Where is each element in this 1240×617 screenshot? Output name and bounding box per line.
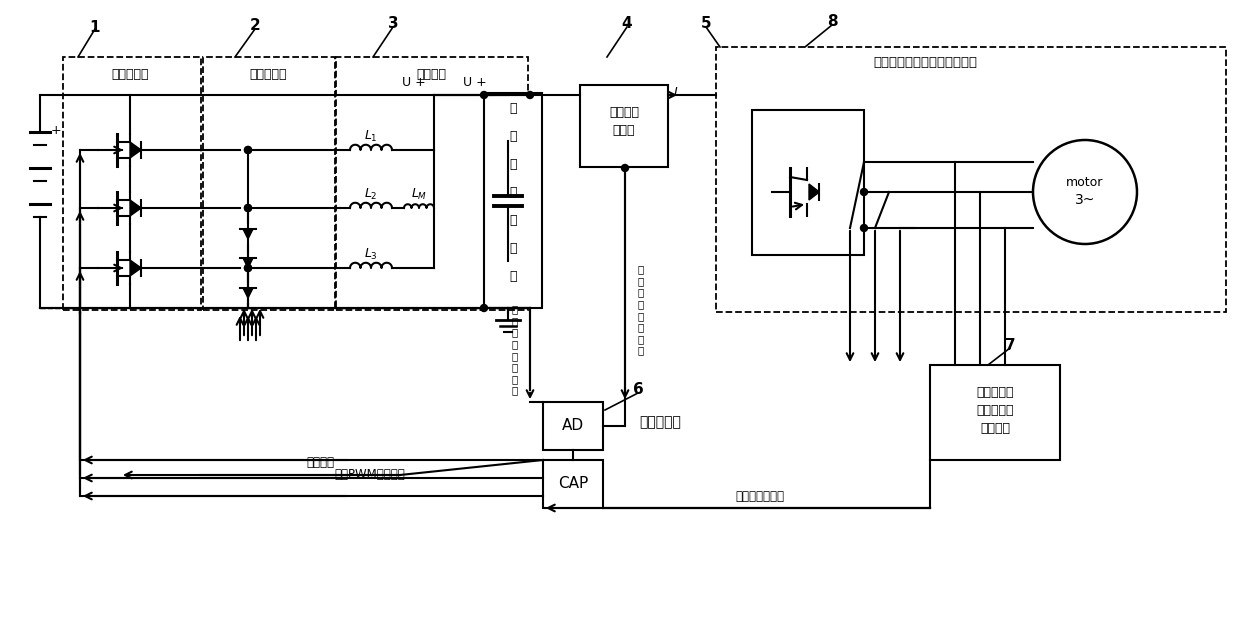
Text: 感: 感: [510, 241, 517, 254]
Circle shape: [244, 265, 252, 271]
Circle shape: [861, 225, 868, 231]
Text: 母
线
电
压
检
测
信
号: 母 线 电 压 检 测 信 号: [512, 304, 518, 395]
Polygon shape: [243, 288, 253, 298]
Polygon shape: [243, 229, 253, 239]
Text: 母
线
电
流
检
测
信
号: 母 线 电 流 检 测 信 号: [637, 265, 644, 355]
Text: 电: 电: [510, 157, 517, 170]
Text: $L_3$: $L_3$: [365, 246, 378, 262]
Bar: [203, 57, 335, 310]
Text: 过零点信号: 过零点信号: [976, 404, 1014, 416]
Text: +: +: [51, 123, 61, 136]
Bar: [484, 93, 542, 308]
Bar: [543, 402, 603, 450]
Text: 5: 5: [701, 17, 712, 31]
Circle shape: [244, 204, 252, 212]
Circle shape: [244, 204, 252, 212]
Text: 功率开关管: 功率开关管: [112, 67, 149, 80]
Text: 器: 器: [510, 270, 517, 283]
Text: $L_2$: $L_2$: [365, 186, 378, 202]
Bar: [543, 460, 603, 508]
Text: $L_1$: $L_1$: [365, 128, 378, 144]
Bar: [336, 57, 528, 310]
Text: 线反电动势: 线反电动势: [976, 386, 1014, 399]
Text: 母: 母: [510, 102, 517, 115]
Bar: [715, 47, 1226, 312]
Polygon shape: [243, 258, 253, 268]
Text: 检测电路: 检测电路: [980, 421, 1011, 434]
Text: 3: 3: [388, 17, 398, 31]
Circle shape: [621, 165, 629, 172]
Text: 调制信号: 调制信号: [306, 457, 334, 470]
Text: AD: AD: [562, 418, 584, 433]
Text: 压: 压: [510, 186, 517, 199]
Text: 2: 2: [249, 19, 260, 33]
Bar: [580, 85, 668, 167]
Circle shape: [861, 189, 868, 196]
Text: 3~: 3~: [1075, 193, 1095, 207]
Polygon shape: [130, 260, 141, 276]
Text: 4: 4: [621, 17, 632, 31]
Text: 传感器: 传感器: [613, 123, 635, 136]
Circle shape: [244, 146, 252, 154]
Text: 8: 8: [827, 15, 837, 30]
Polygon shape: [130, 142, 141, 158]
Text: 母线电流: 母线电流: [609, 106, 639, 118]
Text: 7: 7: [1004, 337, 1016, 352]
Text: 续流二极管: 续流二极管: [249, 67, 286, 80]
Text: $L_M$: $L_M$: [410, 186, 427, 202]
Text: 三路PWM移相信号: 三路PWM移相信号: [335, 468, 405, 481]
Circle shape: [527, 91, 533, 99]
Text: 数字控制器: 数字控制器: [639, 415, 681, 429]
Text: 耦合电感: 耦合电感: [415, 67, 446, 80]
Text: 传: 传: [510, 213, 517, 226]
Bar: [930, 365, 1060, 460]
Text: CAP: CAP: [558, 476, 588, 491]
Bar: [751, 110, 864, 255]
Text: 6: 6: [632, 383, 644, 397]
Circle shape: [481, 91, 487, 99]
Circle shape: [244, 146, 252, 154]
Text: 1: 1: [89, 20, 100, 35]
Text: U +: U +: [402, 77, 425, 89]
Polygon shape: [130, 200, 141, 216]
Text: 线: 线: [510, 130, 517, 143]
Circle shape: [244, 265, 252, 271]
Text: motor: motor: [1066, 175, 1104, 189]
Text: 三路过零点信号: 三路过零点信号: [735, 489, 785, 502]
Text: 三相桥式逆变器与高速电动机: 三相桥式逆变器与高速电动机: [873, 57, 977, 70]
Text: I: I: [675, 86, 678, 99]
Text: U +: U +: [463, 75, 487, 88]
Bar: [63, 57, 201, 310]
Polygon shape: [808, 184, 820, 200]
Circle shape: [481, 305, 487, 312]
